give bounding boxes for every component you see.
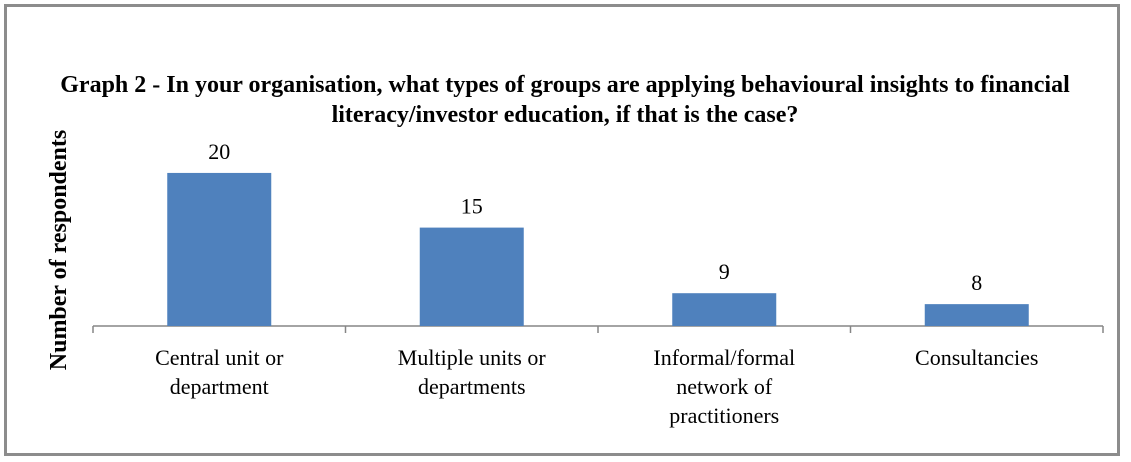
x-tick-label: Informal/formal network of practitioners	[653, 345, 796, 428]
bar	[924, 304, 1029, 326]
x-tick-label: Consultancies	[915, 345, 1039, 370]
y-axis-label: Number of respondents	[46, 130, 72, 370]
value-label: 8	[971, 270, 982, 295]
chart-frame	[4, 4, 1120, 456]
value-label: 20	[208, 139, 230, 164]
value-label: 15	[461, 194, 483, 219]
x-tick-label: Multiple units or departments	[397, 345, 546, 399]
chart-title: Graph 2 - In your organisation, what typ…	[60, 72, 1070, 128]
x-tick-label: Central unit or department	[155, 345, 284, 399]
bar	[672, 293, 777, 326]
bar	[419, 227, 524, 326]
value-label: 9	[719, 259, 730, 284]
bar	[167, 172, 272, 326]
